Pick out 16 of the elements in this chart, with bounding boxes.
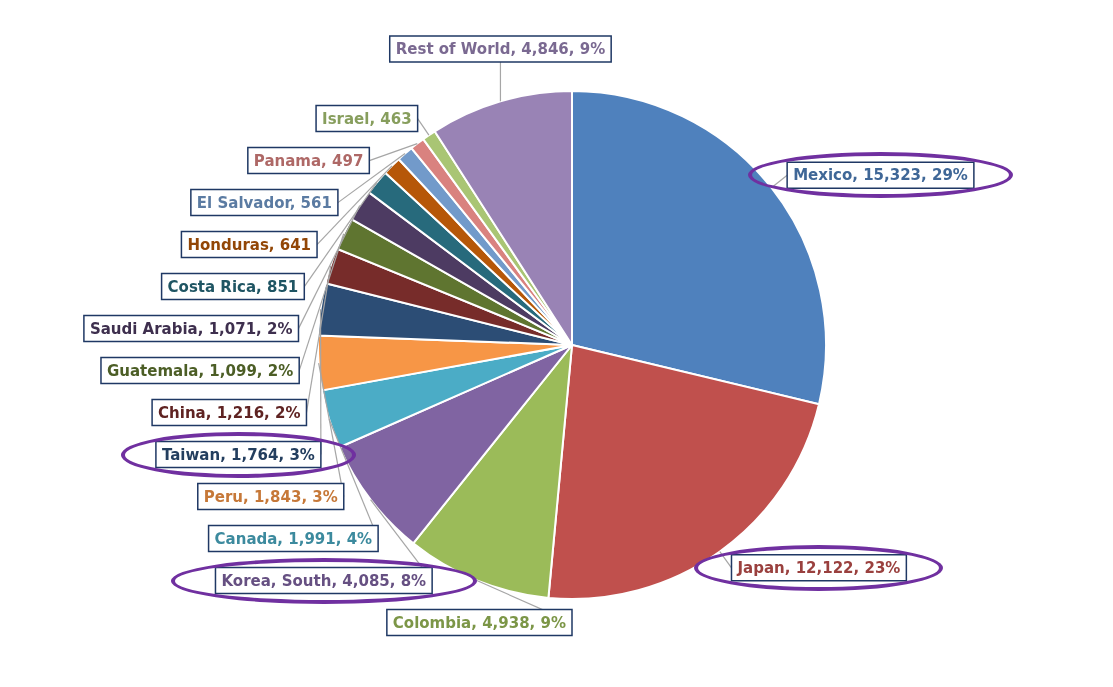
slice-label: Israel, 463 xyxy=(322,109,412,128)
slice-label: Saudi Arabia, 1,071, 2% xyxy=(89,319,293,338)
slice-label: Korea, South, 4,085, 8% xyxy=(221,571,427,590)
slice-label: Japan, 12,122, 23% xyxy=(736,558,901,577)
slice-label: Guatemala, 1,099, 2% xyxy=(106,361,294,380)
slice-label: Honduras, 641 xyxy=(187,235,312,254)
slice-label: Panama, 497 xyxy=(253,151,364,170)
slice-label: Rest of World, 4,846, 9% xyxy=(395,39,606,58)
slice-label: Canada, 1,991, 4% xyxy=(214,529,373,548)
slice-label: Costa Rica, 851 xyxy=(167,277,299,296)
slice-label: Colombia, 4,938, 9% xyxy=(392,613,567,632)
slice-label: El Salvador, 561 xyxy=(196,193,332,212)
slice-label: Mexico, 15,323, 29% xyxy=(793,166,968,185)
slice-label: Peru, 1,843, 3% xyxy=(203,487,338,506)
slice-label: Taiwan, 1,764, 3% xyxy=(161,445,315,464)
slice-label: China, 1,216, 2% xyxy=(158,403,301,422)
